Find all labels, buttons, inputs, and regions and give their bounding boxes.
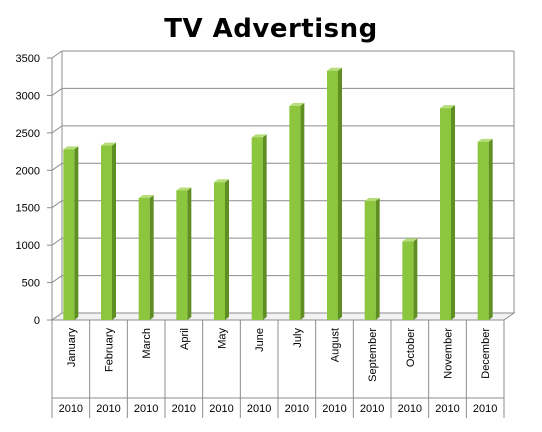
bar-side xyxy=(262,134,267,320)
bar-march xyxy=(138,194,154,320)
x-category-label: November xyxy=(443,328,455,379)
x-category-label: July xyxy=(292,328,304,348)
gridline-depth xyxy=(51,125,63,134)
x-category-label: February xyxy=(104,328,116,373)
x-year-label: 2010 xyxy=(473,403,497,415)
gridline-depth xyxy=(51,50,63,59)
bar-may xyxy=(214,179,229,320)
x-year-label: 2010 xyxy=(96,403,120,415)
bar-top xyxy=(214,179,229,183)
bar-face xyxy=(251,137,263,320)
bar-july xyxy=(289,102,305,320)
bar-side xyxy=(112,142,116,320)
bar-august xyxy=(327,67,342,321)
bar-face xyxy=(327,70,338,321)
y-tick-label: 2000 xyxy=(16,165,40,177)
bar-january xyxy=(63,146,79,320)
bar-side xyxy=(300,102,305,320)
bar-side xyxy=(225,179,229,320)
gridline-depth xyxy=(51,200,63,209)
bar-face xyxy=(440,108,451,320)
bar-side xyxy=(74,146,79,320)
bars xyxy=(63,67,493,321)
y-tick-label: 500 xyxy=(22,278,40,290)
x-year-label: 2010 xyxy=(172,403,196,415)
y-tick-label: 3500 xyxy=(16,53,40,65)
x-year-label: 2010 xyxy=(247,403,271,415)
bar-september xyxy=(364,197,380,320)
y-tick-label: 3000 xyxy=(16,90,40,102)
bar-top xyxy=(327,67,342,71)
x-category-label: September xyxy=(367,328,379,382)
bar-side xyxy=(413,238,418,320)
gridline-depth xyxy=(51,88,63,96)
x-year-label: 2010 xyxy=(59,403,83,415)
bar-top xyxy=(477,138,493,142)
bar-top xyxy=(402,238,418,242)
bar-side xyxy=(488,138,493,320)
x-category-label: May xyxy=(217,328,229,349)
bar-side xyxy=(451,105,455,320)
x-category-label: October xyxy=(405,328,417,367)
x-year-label: 2010 xyxy=(398,403,422,415)
y-tick-label: 1000 xyxy=(16,240,40,252)
bar-face xyxy=(364,200,376,320)
x-year-label: 2010 xyxy=(209,403,233,415)
bar-top xyxy=(289,102,305,106)
bar-december xyxy=(477,138,493,320)
chart-title: TV Advertisng xyxy=(164,14,378,44)
gridline-depth xyxy=(51,162,63,171)
labels: 0 500 1000 1500 2000 2500 3000 3500 January 2010 F… xyxy=(16,53,498,415)
bar-side xyxy=(187,187,192,320)
x-year-label: 2010 xyxy=(134,403,158,415)
x-category-label: April xyxy=(179,328,191,350)
bar-face xyxy=(214,182,225,320)
bar-top xyxy=(101,142,116,146)
x-year-label: 2010 xyxy=(435,403,459,415)
bar-face xyxy=(477,141,489,320)
bar-face xyxy=(63,149,75,320)
bar-top xyxy=(364,197,380,201)
bar-top xyxy=(251,134,267,138)
bar-june xyxy=(251,134,267,320)
y-tick-label: 1500 xyxy=(16,203,40,215)
bar-february xyxy=(101,142,116,320)
bar-face xyxy=(289,105,301,320)
gridline-depth xyxy=(51,237,63,246)
x-year-label: 2010 xyxy=(360,403,384,415)
bar-top xyxy=(176,187,192,191)
x-year-label: 2010 xyxy=(285,403,309,415)
bar-face xyxy=(402,241,414,320)
bar-october xyxy=(402,238,418,320)
bar-side xyxy=(338,67,342,321)
axes xyxy=(47,57,516,418)
bar-face xyxy=(101,145,112,320)
y-tick-label: 2500 xyxy=(16,128,40,140)
x-category-label: August xyxy=(330,328,342,362)
y-tick-label: 0 xyxy=(34,315,40,327)
x-category-label: March xyxy=(141,328,153,359)
bar-side xyxy=(149,194,154,320)
bar-top xyxy=(63,146,79,150)
bar-face xyxy=(176,190,188,320)
gridlines xyxy=(51,50,515,321)
bar-november xyxy=(440,105,455,320)
bar-top xyxy=(440,105,455,109)
x-year-label: 2010 xyxy=(322,403,346,415)
x-category-label: January xyxy=(66,328,78,368)
x-category-label: June xyxy=(254,328,266,352)
bar-side xyxy=(375,197,380,320)
x-category-label: December xyxy=(480,328,492,379)
bar-april xyxy=(176,187,192,320)
gridline-depth xyxy=(51,275,63,283)
bar-top xyxy=(138,194,154,198)
bar-face xyxy=(138,197,150,320)
